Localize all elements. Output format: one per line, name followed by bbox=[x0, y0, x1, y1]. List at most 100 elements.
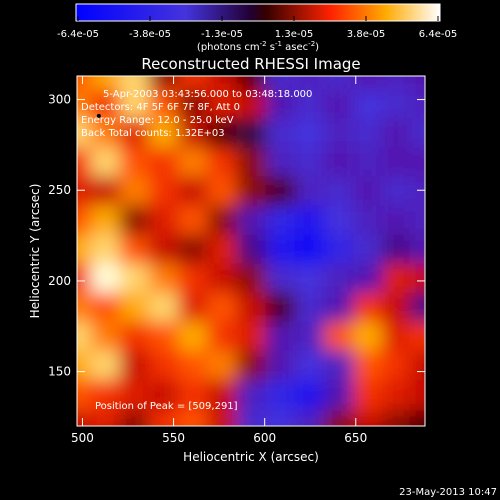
heatmap-cell bbox=[323, 234, 355, 266]
heatmap-cell bbox=[77, 147, 93, 179]
heatmap-cell bbox=[353, 234, 385, 266]
x-tick-label: 550 bbox=[162, 431, 185, 445]
annotation-detectors: Detectors: 4F 5F 6F 7F 8F, Att 0 bbox=[81, 102, 240, 113]
colorbar-tick-label: -3.8e-05 bbox=[129, 29, 171, 40]
heatmap-cell bbox=[353, 263, 385, 295]
heatmap-cell bbox=[178, 263, 210, 295]
heatmap-cell bbox=[409, 147, 425, 179]
heatmap-cell bbox=[148, 410, 180, 426]
heatmap-cell bbox=[77, 118, 93, 150]
heatmap-cell bbox=[77, 321, 93, 353]
heatmap-cell bbox=[236, 89, 268, 121]
heatmap-cell bbox=[148, 379, 180, 411]
heatmap-cell bbox=[294, 350, 326, 382]
heatmap-cell bbox=[236, 147, 268, 179]
heatmap-cell bbox=[207, 321, 239, 353]
heatmap-cell bbox=[382, 410, 414, 426]
heatmap-cell bbox=[236, 205, 268, 237]
heatmap-cell bbox=[148, 234, 180, 266]
heatmap-cell bbox=[178, 118, 210, 150]
heatmap-cell bbox=[207, 147, 239, 179]
heatmap-cell bbox=[90, 76, 122, 92]
heatmap-cell bbox=[77, 263, 93, 295]
y-axis-label: Heliocentric Y (arcsec) bbox=[28, 184, 42, 319]
heatmap-cell bbox=[178, 321, 210, 353]
heatmap-cell bbox=[382, 350, 414, 382]
heatmap-cell bbox=[323, 147, 355, 179]
heatmap-cell bbox=[77, 379, 93, 411]
heatmap-cell bbox=[90, 234, 122, 266]
heatmap-cell bbox=[77, 292, 93, 324]
heatmap-cell bbox=[265, 234, 297, 266]
heatmap-layer bbox=[77, 76, 425, 426]
heatmap-cell bbox=[409, 379, 425, 411]
annotation-time: 5-Apr-2003 03:43:56.000 to 03:48:18.000 bbox=[103, 89, 312, 100]
heatmap-cell bbox=[382, 234, 414, 266]
heatmap-cell bbox=[90, 321, 122, 353]
heatmap-cell bbox=[409, 292, 425, 324]
colorbar-tick-label: 6.4e-05 bbox=[419, 29, 457, 40]
heatmap-cell bbox=[382, 76, 414, 92]
heatmap-cell bbox=[323, 205, 355, 237]
heatmap-cell bbox=[148, 263, 180, 295]
heatmap-cell bbox=[323, 118, 355, 150]
heatmap-cell bbox=[119, 205, 151, 237]
heatmap-cell bbox=[90, 292, 122, 324]
heatmap-cell bbox=[90, 118, 122, 150]
heatmap-cell bbox=[323, 410, 355, 426]
heatmap-cell bbox=[207, 118, 239, 150]
heatmap-cell bbox=[323, 176, 355, 208]
heatmap-cell bbox=[207, 379, 239, 411]
heatmap-cell bbox=[207, 76, 239, 92]
heatmap-cell bbox=[294, 147, 326, 179]
x-tick-label: 600 bbox=[253, 431, 276, 445]
footer-date: 23-May-2013 10:47 bbox=[399, 487, 497, 498]
heatmap-cell bbox=[382, 118, 414, 150]
colorbar-tick-label: -6.4e-05 bbox=[57, 29, 99, 40]
heatmap-cell bbox=[265, 321, 297, 353]
heatmap-cell bbox=[178, 205, 210, 237]
heatmap-cell bbox=[178, 234, 210, 266]
heatmap-cell bbox=[353, 321, 385, 353]
heatmap-cell bbox=[353, 118, 385, 150]
heatmap-cell bbox=[382, 176, 414, 208]
heatmap-cell bbox=[119, 410, 151, 426]
heatmap-cell bbox=[353, 350, 385, 382]
heatmap-cell bbox=[236, 118, 268, 150]
heatmap-cell bbox=[353, 205, 385, 237]
annotation-peak: Position of Peak = [509,291] bbox=[95, 401, 238, 412]
heatmap-cell bbox=[236, 321, 268, 353]
heatmap-cell bbox=[207, 205, 239, 237]
heatmap-cell bbox=[236, 350, 268, 382]
heatmap-cell bbox=[265, 176, 297, 208]
y-tick-label: 200 bbox=[48, 274, 71, 288]
heatmap-cell bbox=[323, 263, 355, 295]
heatmap-cell bbox=[382, 205, 414, 237]
heatmap-cell bbox=[90, 410, 122, 426]
heatmap-cell bbox=[148, 76, 180, 92]
heatmap-cell bbox=[323, 89, 355, 121]
heatmap-cell bbox=[382, 263, 414, 295]
heatmap-cell bbox=[353, 176, 385, 208]
heatmap-cell bbox=[119, 89, 151, 121]
heatmap-cell bbox=[207, 263, 239, 295]
heatmap-cell bbox=[148, 118, 180, 150]
annotation-counts: Back Total counts: 1.32E+03 bbox=[81, 128, 225, 139]
heatmap-cell bbox=[207, 234, 239, 266]
heatmap-cell bbox=[90, 176, 122, 208]
heatmap-cell bbox=[207, 410, 239, 426]
heatmap-cell bbox=[323, 379, 355, 411]
heatmap-cell bbox=[148, 321, 180, 353]
heatmap-cell bbox=[294, 379, 326, 411]
colorbar-unit: (photons cm-2 s-1 asec-2) bbox=[197, 40, 319, 53]
heatmap-cell bbox=[265, 205, 297, 237]
heatmap-cell bbox=[77, 205, 93, 237]
heatmap-cell bbox=[265, 379, 297, 411]
chart-title: Reconstructed RHESSI Image bbox=[141, 55, 360, 73]
heatmap-cell bbox=[77, 234, 93, 266]
heatmap-cell bbox=[294, 205, 326, 237]
heatmap-cell bbox=[148, 292, 180, 324]
heatmap-cell bbox=[382, 89, 414, 121]
heatmap-cell bbox=[236, 292, 268, 324]
